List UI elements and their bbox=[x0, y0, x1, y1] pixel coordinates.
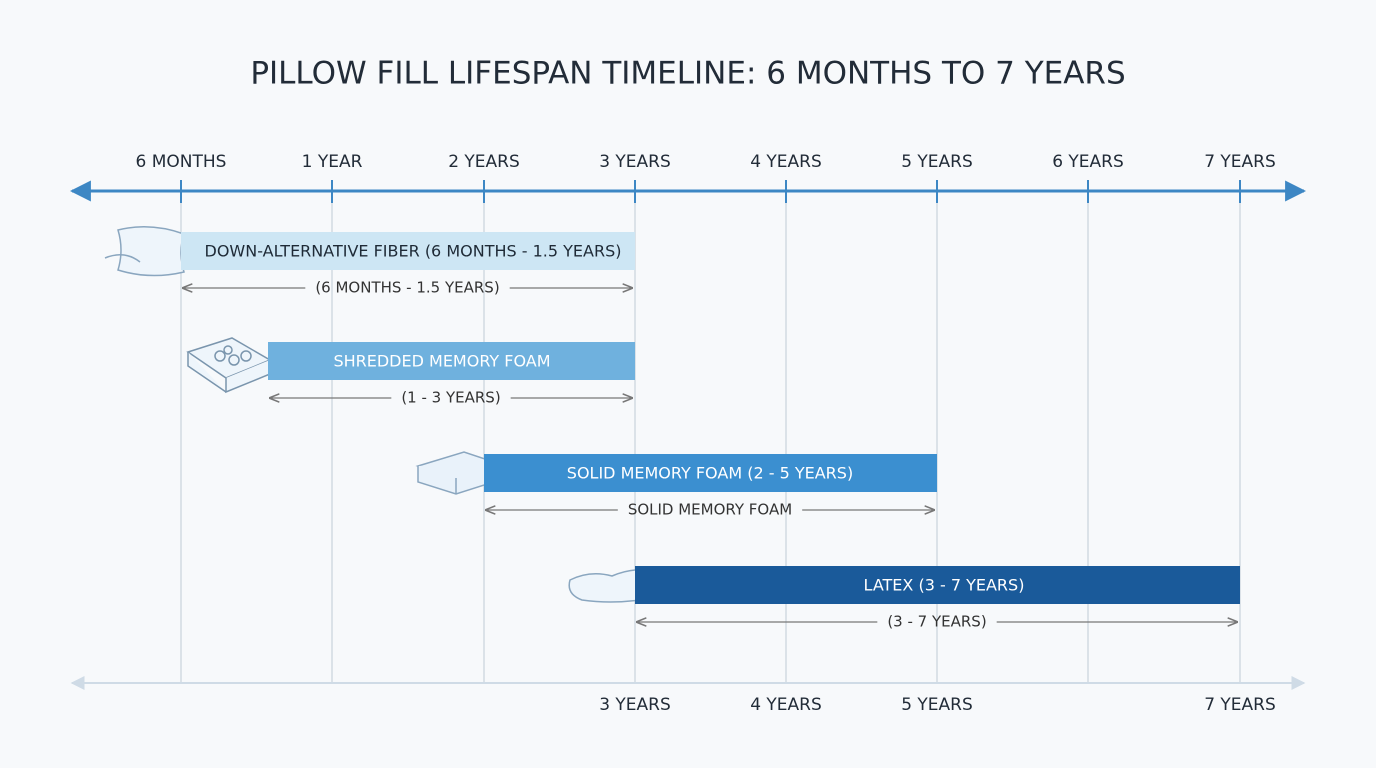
bottom-tick-label: 5 YEARS bbox=[901, 695, 973, 715]
range-label: (1 - 3 YEARS) bbox=[401, 389, 500, 407]
range-label: (3 - 7 YEARS) bbox=[887, 613, 986, 631]
bottom-tick-label: 3 YEARS bbox=[599, 695, 671, 715]
bar bbox=[484, 454, 937, 492]
bar bbox=[181, 232, 635, 270]
top-tick-label: 6 YEARS bbox=[1052, 152, 1124, 172]
solid-foam-icon bbox=[415, 451, 503, 495]
range-label: (6 MONTHS - 1.5 YEARS) bbox=[315, 279, 499, 297]
pillow-icon bbox=[104, 226, 185, 277]
bar-label: LATEX (3 - 7 YEARS) bbox=[864, 576, 1025, 595]
shredded-foam-icon bbox=[186, 337, 272, 394]
bar bbox=[635, 566, 1240, 604]
bar-label: DOWN-ALTERNATIVE FIBER (6 MONTHS - 1.5 Y… bbox=[205, 242, 622, 261]
bottom-tick-label: 4 YEARS bbox=[750, 695, 822, 715]
bar-label: SHREDDED MEMORY FOAM bbox=[333, 352, 550, 371]
top-tick-label: 2 YEARS bbox=[448, 152, 520, 172]
top-tick-label: 4 YEARS bbox=[750, 152, 822, 172]
bottom-tick-label: 7 YEARS bbox=[1204, 695, 1276, 715]
top-tick-label: 1 YEAR bbox=[302, 152, 363, 172]
top-tick-label: 7 YEARS bbox=[1204, 152, 1276, 172]
title: PILLOW FILL LIFESPAN TIMELINE: 6 MONTHS … bbox=[250, 56, 1125, 92]
range-label: SOLID MEMORY FOAM bbox=[628, 501, 792, 519]
bar-label: SOLID MEMORY FOAM (2 - 5 YEARS) bbox=[567, 464, 853, 483]
top-tick-label: 3 YEARS bbox=[599, 152, 671, 172]
top-tick-label: 5 YEARS bbox=[901, 152, 973, 172]
bar bbox=[268, 342, 635, 380]
top-tick-label: 6 MONTHS bbox=[136, 152, 227, 172]
